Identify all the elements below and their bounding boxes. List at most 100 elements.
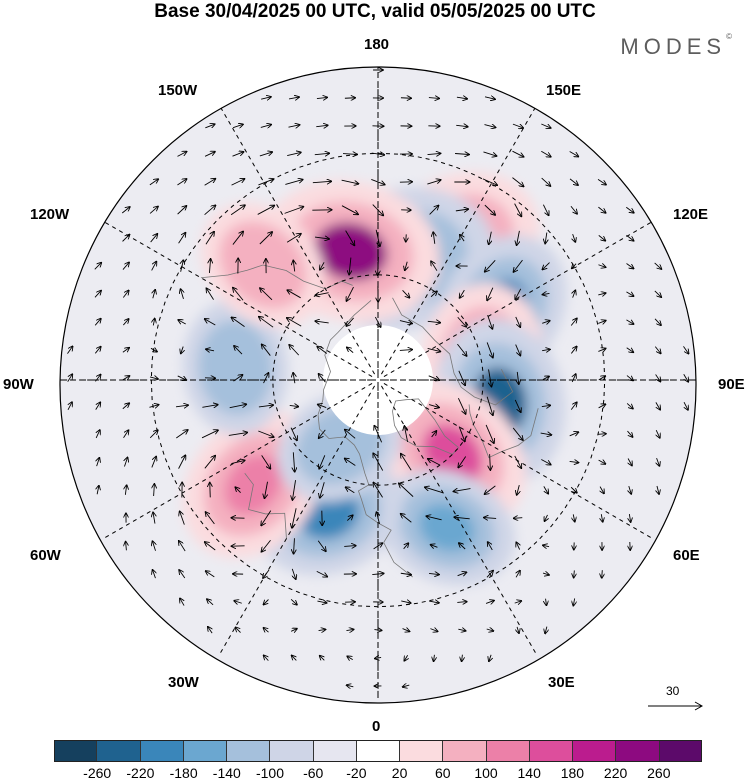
wind-vector — [542, 321, 550, 324]
wind-vector — [430, 291, 437, 298]
wind-vector — [149, 179, 158, 186]
wind-vector — [317, 601, 326, 603]
wind-vector — [177, 375, 187, 380]
wind-vector — [654, 262, 662, 269]
wind-vector — [399, 321, 412, 324]
wind-vector — [431, 431, 437, 438]
wind-vector — [544, 514, 547, 521]
wind-vector — [294, 538, 295, 553]
wind-vector — [258, 430, 273, 437]
wind-vector — [204, 179, 216, 186]
wind-vector — [122, 235, 130, 242]
wind-vector — [263, 373, 269, 384]
wind-vector — [260, 288, 273, 301]
wind-vector — [434, 654, 435, 661]
wind-vector — [289, 345, 300, 356]
wind-vector — [457, 572, 467, 575]
wind-vector — [540, 433, 552, 435]
wind-vector — [489, 231, 492, 245]
wind-vector — [178, 320, 186, 324]
wind-vector — [208, 627, 212, 634]
wind-vector — [602, 570, 603, 578]
wind-vector — [372, 573, 383, 574]
lon-label-180: 180 — [364, 36, 390, 53]
wind-vector — [314, 237, 329, 239]
wind-vector — [312, 181, 331, 182]
wind-vector — [342, 154, 357, 155]
wind-vector — [517, 485, 520, 495]
colorbar-tick-label: 260 — [647, 765, 671, 781]
wind-vector — [485, 485, 496, 494]
wind-vector — [320, 656, 325, 661]
coastline — [244, 473, 287, 539]
wind-vector — [177, 206, 187, 215]
wind-vector — [656, 430, 660, 438]
wind-vector — [179, 541, 186, 552]
wind-vector — [683, 374, 689, 381]
colorbar-swatch — [227, 740, 271, 762]
wind-vector — [373, 453, 384, 471]
wind-vector — [490, 454, 491, 470]
wind-vector — [231, 179, 245, 186]
wind-vector — [97, 458, 100, 467]
wind-vector — [598, 235, 606, 240]
wind-vector — [177, 152, 186, 157]
wind-vector — [149, 207, 158, 214]
lon-label-30e: 30E — [548, 674, 575, 691]
wind-vector — [569, 151, 579, 157]
wind-vector — [626, 263, 634, 269]
wind-vector — [514, 259, 523, 272]
wind-vector — [123, 430, 129, 439]
wind-vector — [515, 288, 522, 299]
wind-vector — [543, 545, 550, 546]
wind-vector — [431, 261, 438, 271]
wind-vector — [598, 376, 605, 380]
wind-vector — [403, 685, 410, 687]
colorbar-tick-label: 140 — [517, 765, 541, 781]
wind-vector — [206, 512, 215, 525]
wind-vector — [600, 486, 604, 494]
wind-vector — [573, 233, 576, 242]
wind-vector — [428, 98, 439, 99]
wind-vector — [459, 543, 466, 550]
wind-vector — [259, 317, 274, 328]
wind-vector — [232, 152, 244, 157]
colorbar-swatch — [616, 740, 660, 762]
wind-vector — [290, 427, 297, 441]
wind-vector — [457, 343, 466, 356]
wind-vector — [178, 455, 186, 469]
wind-vector — [373, 483, 383, 498]
wind-vector — [597, 178, 606, 184]
wind-vector — [289, 405, 299, 406]
wind-vector — [515, 344, 521, 356]
wind-vector — [371, 153, 385, 155]
wind-vector — [454, 489, 471, 492]
wind-vector — [657, 485, 659, 494]
wind-vector — [627, 430, 632, 437]
wind-vector — [292, 656, 297, 661]
coastline — [392, 297, 514, 406]
wind-vector — [346, 286, 354, 301]
wind-vector — [401, 454, 412, 471]
wind-vector — [542, 262, 550, 270]
wind-vector — [318, 404, 327, 407]
wind-vector — [206, 571, 215, 578]
wind-vector — [180, 511, 185, 525]
wind-vector — [123, 319, 128, 326]
wind-vector — [460, 235, 464, 242]
wind-vector — [151, 457, 156, 468]
wind-vector — [458, 456, 467, 468]
wind-vector — [542, 376, 549, 379]
wind-vector — [317, 347, 328, 354]
wind-vector — [404, 655, 407, 660]
wind-vector — [489, 369, 492, 386]
wind-vector — [401, 601, 410, 603]
wind-vector — [573, 598, 574, 605]
wind-vector — [457, 602, 466, 603]
wind-vector — [570, 347, 576, 354]
colorbar-ticks: -260 -220 -180 -140 -100 -60 -20 20 60 100 140 180 2… — [54, 765, 702, 783]
wind-vector — [486, 396, 493, 415]
wind-vector — [264, 481, 268, 498]
wind-vector — [124, 457, 127, 467]
wind-vector — [515, 316, 520, 327]
